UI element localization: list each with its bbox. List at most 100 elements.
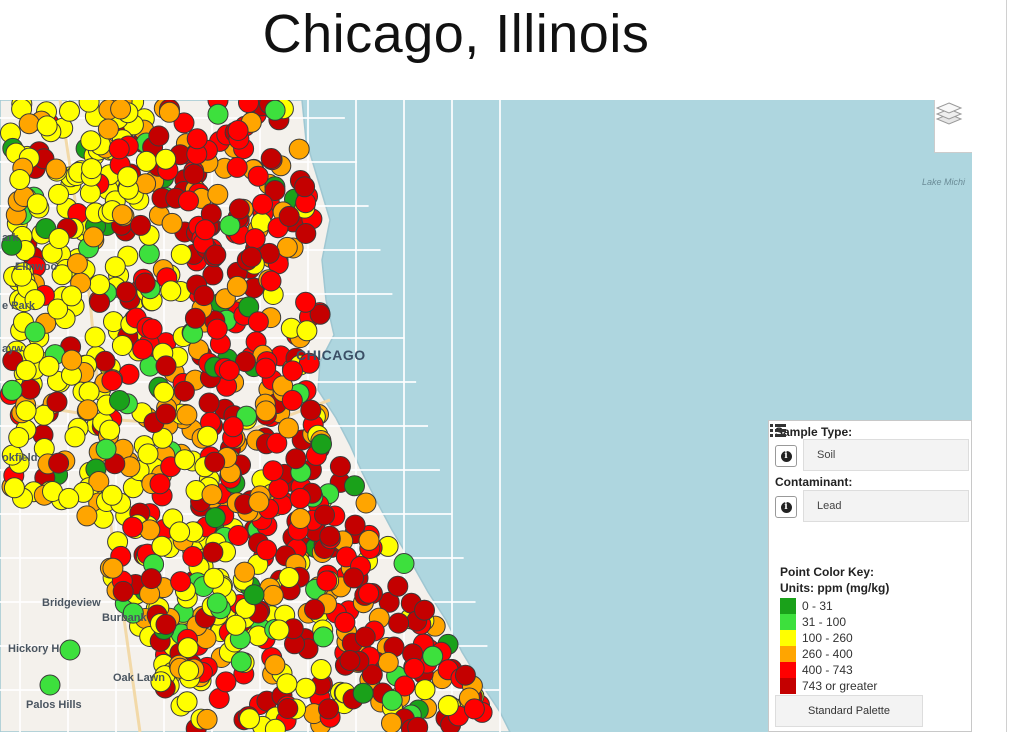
sample-point [339,650,361,671]
map-canvas[interactable] [0,100,972,732]
sample-type-label: Sample Type: [775,425,853,439]
sample-point [278,567,300,588]
sample-point [81,158,103,180]
sample-point [264,180,286,201]
palette-select[interactable]: Standard Palette [775,695,923,727]
contaminant-select[interactable]: Lead [803,490,969,522]
contaminant-info-button[interactable]: i [775,496,797,518]
sample-point [158,101,180,123]
sample-point [248,491,270,513]
sample-point [174,449,196,471]
sample-point [155,403,177,425]
sample-point [155,148,177,170]
color-key-label: 260 - 400 [802,647,853,661]
sample-point [422,645,444,667]
sample-point [51,264,73,286]
place-label-ayw: ayw [2,343,23,355]
sample-point [15,400,37,422]
place-label-oak-lawn: Oak Lawn [113,672,165,684]
sample-point [266,432,288,454]
sample-point [61,285,83,307]
sample-point [109,390,130,411]
sample-point [84,326,106,348]
sample-point [238,296,260,318]
sample-point [117,166,139,188]
sample-point [414,599,435,621]
sample-point [282,360,303,382]
sample-point [198,392,220,414]
sample-point [207,183,229,205]
sample-point [226,275,248,297]
color-key-title: Point Color Key: [780,565,875,579]
color-key-units: Units: ppm (mg/kg) [780,581,890,595]
sample-point [255,400,277,422]
sample-point [38,355,60,377]
sample-point [310,659,332,680]
sample-point [186,128,208,150]
sample-point [272,375,294,397]
place-label-burbank: Burbank [102,612,147,624]
color-swatch [780,630,796,646]
sample-point [277,698,299,719]
sample-point [78,100,100,113]
sample-point [170,243,192,265]
sample-point [150,671,172,693]
sample-point [329,456,351,477]
sample-point [318,698,339,720]
sample-point [88,471,110,492]
sample-point [354,626,376,648]
sample-point [178,660,200,682]
sample-point [130,214,151,236]
sample-point [394,675,416,697]
sample-point [285,448,307,470]
sample-point [19,378,41,400]
sample-point [276,673,298,695]
sample-point [80,130,102,152]
slide-title: Chicago, Illinois [262,4,650,64]
sample-point [94,350,116,372]
sample-point [207,103,229,125]
sample-point [3,477,25,499]
sample-point [176,691,198,713]
sample-point [155,355,177,377]
sample-point [155,614,177,635]
color-key-row: 743 or greater [780,678,877,694]
sample-point [39,674,61,696]
list-icon[interactable] [769,421,787,439]
sample-point [108,138,130,160]
sample-point [300,399,322,421]
sample-point [262,460,284,482]
sample-point [138,243,160,265]
sample-type-info-button[interactable]: i [775,445,797,467]
sample-point [8,427,30,448]
sample-point [222,416,244,438]
sample-point [295,223,317,244]
sample-point [183,163,205,185]
map-view[interactable]: ark Elmwoo e Park ayw CHICAGO okfield Br… [0,100,972,732]
sample-point [234,351,256,373]
sample-point [66,253,88,275]
sample-point [437,695,459,717]
slide-border [1006,0,1007,732]
sample-point [262,584,284,606]
sample-point [161,212,183,234]
sample-point [173,112,195,134]
sample-type-select[interactable]: Soil [803,439,969,471]
sample-point [264,654,286,676]
sample-point [219,215,241,236]
sample-point [243,584,265,606]
sample-point [234,561,256,583]
sample-point [264,100,286,121]
sample-point [239,708,260,730]
layers-button[interactable] [934,100,972,153]
sample-point [255,357,277,379]
sample-point [151,535,173,557]
sample-point [135,150,157,172]
sample-point [132,338,154,360]
sample-point [18,113,40,135]
place-label-park: ark [2,232,19,244]
sample-point [140,568,162,590]
sample-point [358,529,380,551]
sample-point [260,148,282,169]
sample-point [24,321,46,343]
